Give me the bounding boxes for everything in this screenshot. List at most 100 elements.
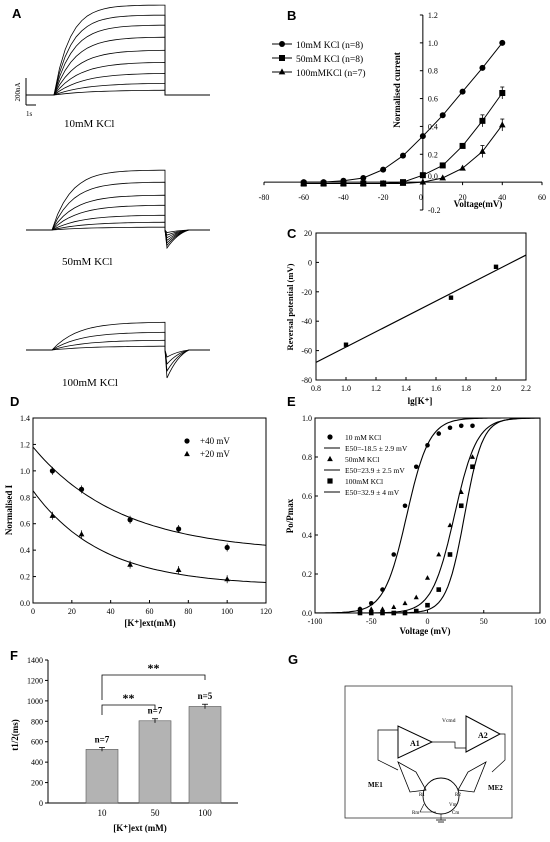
current-trace — [26, 49, 210, 96]
data-point-e — [380, 610, 385, 616]
plot-frame-d — [32, 417, 267, 604]
data-point-e — [357, 610, 363, 616]
y-tick-label-e: 0.2 — [302, 570, 312, 579]
data-point-b — [459, 164, 466, 171]
data-point-e — [447, 522, 453, 528]
label-r2: R2 — [455, 793, 461, 798]
x-tick-label-d: 100 — [221, 607, 233, 616]
label-r1: R1 — [419, 793, 425, 798]
legend-label-d: +40 mV — [200, 436, 230, 446]
trace-family-100mM — [26, 321, 210, 379]
y-tick-label-e: 0.6 — [302, 492, 312, 501]
data-point-d — [78, 531, 85, 537]
bar-f — [85, 749, 119, 804]
label-cm: Cm — [452, 811, 459, 816]
data-point-e — [368, 606, 374, 611]
x-axis-title-b: Voltage(mV) — [454, 199, 503, 209]
y-tick-label-b: 0.6 — [428, 95, 438, 104]
data-point-e — [391, 610, 397, 616]
legend-label-e: 100mM KCl — [345, 477, 383, 486]
data-point-b — [459, 88, 466, 95]
x-tick-label-c: 0.8 — [311, 384, 321, 393]
panel-label-b: B — [287, 8, 296, 23]
current-trace — [26, 181, 210, 247]
current-trace — [26, 321, 210, 379]
y-tick-label-d: 1.2 — [20, 440, 30, 449]
current-trace — [26, 194, 210, 244]
x-tick-label-c: 1.4 — [401, 384, 411, 393]
data-point-b — [300, 179, 308, 186]
label-vcmd: Vcmd — [442, 718, 456, 724]
data-point-c — [343, 342, 349, 347]
wire-g — [432, 741, 466, 749]
data-point-e — [436, 551, 442, 557]
current-trace — [26, 89, 210, 96]
data-point-e — [413, 594, 419, 600]
label-me1: ME1 — [368, 781, 383, 789]
schematic-frame-g — [344, 685, 513, 819]
amplifier-a1 — [397, 725, 434, 759]
data-point-d — [224, 576, 231, 582]
bar-f — [138, 720, 172, 804]
y-tick-label-d: 0.8 — [20, 493, 30, 502]
data-point-e — [470, 464, 475, 470]
legend-marker-e — [327, 478, 333, 484]
panel-label-c: C — [287, 226, 297, 241]
fit-curve-d — [32, 490, 267, 583]
y-tick-label-c: -20 — [301, 288, 312, 297]
y-tick-label-b: 0.8 — [428, 67, 438, 76]
legend-marker-e — [327, 434, 333, 440]
data-point-e — [402, 503, 408, 509]
y-tick-label-c: 0 — [308, 258, 312, 267]
x-tick-label-d: 0 — [31, 607, 35, 616]
data-point-e — [379, 606, 386, 611]
x-tick-label-b: 0 — [419, 193, 423, 202]
trace-family-50mM — [26, 169, 210, 250]
x-tick-label-e: -100 — [308, 617, 323, 626]
y-tick-label-f: 600 — [31, 738, 43, 747]
y-tick-label-f: 1000 — [27, 697, 43, 706]
y-tick-label-b: 0.4 — [428, 122, 438, 131]
data-point-e — [368, 600, 374, 606]
x-tick-label-b: 20 — [459, 193, 467, 202]
data-point-d — [127, 561, 133, 567]
data-point-c — [448, 295, 454, 300]
data-point-e — [391, 552, 397, 557]
current-trace — [26, 204, 210, 242]
y-tick-label-d: 1.0 — [20, 467, 30, 476]
y-tick-label-b: 0.2 — [428, 150, 438, 159]
x-tick-label-e: 50 — [480, 617, 488, 626]
current-trace — [26, 36, 210, 96]
current-trace — [26, 226, 210, 234]
x-tick-label-c: 2.0 — [491, 384, 501, 393]
y-tick-label-d: 0.6 — [20, 520, 30, 529]
current-trace — [26, 339, 210, 365]
trace-family-10mM — [26, 4, 210, 96]
data-point-e — [458, 423, 464, 429]
scale-current-label: 200nA — [14, 82, 22, 101]
data-point-e — [425, 443, 430, 448]
data-point-b — [379, 179, 387, 186]
series-line-b — [303, 92, 503, 185]
significance-label-f: ** — [148, 661, 160, 675]
x-tick-label-f: 10 — [98, 808, 108, 818]
y-tick-label-c: 20 — [304, 229, 312, 238]
x-tick-label-e: -50 — [366, 617, 377, 626]
legend-fit-label-e: E50=-18.5 ± 2.9 mV — [345, 444, 408, 453]
wire-g — [377, 729, 399, 771]
data-point-e — [391, 604, 397, 609]
y-tick-label-f: 400 — [31, 758, 43, 767]
x-tick-label-c: 1.0 — [341, 384, 351, 393]
current-trace — [26, 331, 210, 373]
data-point-b — [479, 64, 486, 71]
y-axis-title-c: Reversal potential (mV) — [285, 263, 295, 350]
trace-label-10mM: 10mM KCl — [64, 118, 114, 130]
current-trace — [26, 4, 210, 96]
y-axis-title-b: Normalised current — [392, 52, 402, 128]
fit-curve-d — [32, 446, 267, 546]
x-tick-label-d: 120 — [260, 607, 272, 616]
y-tick-label-e: 0.0 — [302, 609, 312, 618]
data-point-b — [439, 174, 447, 181]
bar-f — [188, 706, 222, 804]
y-tick-label-e: 0.4 — [302, 531, 312, 540]
